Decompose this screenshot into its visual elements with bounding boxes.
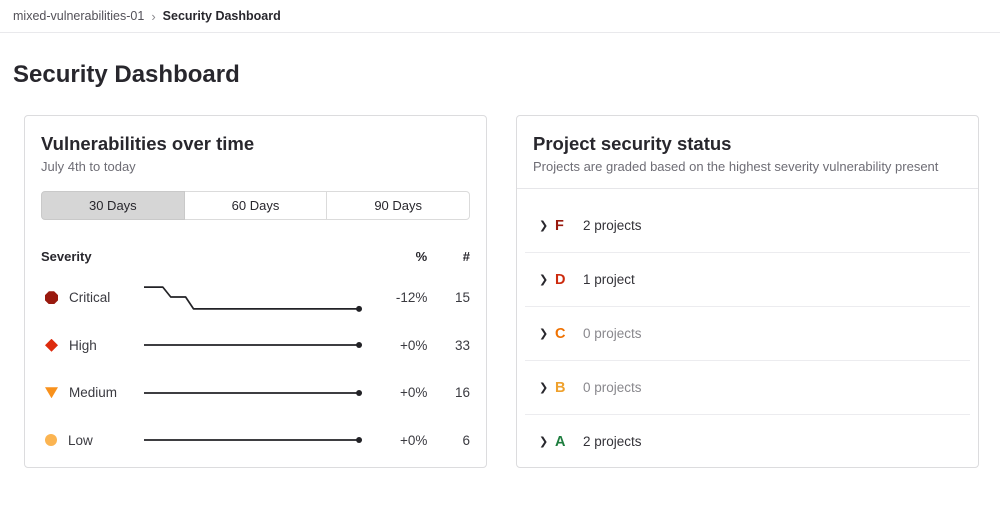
severity-label: Low (68, 432, 93, 448)
chevron-right-icon[interactable]: ❯ (539, 220, 549, 232)
status-card-title: Project security status (533, 133, 732, 154)
chevron-right-icon[interactable]: ❯ (539, 382, 549, 394)
vulnerability-count: 6 (462, 432, 470, 448)
vuln-card-date-range: July 4th to today (41, 159, 136, 174)
percent-change: +0% (400, 432, 428, 448)
severity-critical-icon (45, 291, 58, 305)
breadcrumb-separator-icon: › (151, 8, 156, 24)
grade-letter: A (555, 433, 566, 450)
percent-column-header: % (415, 248, 428, 264)
grade-letter: F (555, 217, 564, 234)
page-title: Security Dashboard (13, 61, 240, 88)
grade-project-count: 2 projects (583, 434, 642, 449)
severity-label: Medium (69, 385, 118, 401)
severity-row-high: High +0% 33 (41, 322, 470, 370)
vuln-card-title: Vulnerabilities over time (41, 133, 255, 154)
percent-change: -12% (395, 290, 428, 306)
grade-list: ❯ F 2 projects ❯ D 1 project ❯ C 0 proje… (517, 189, 978, 468)
grade-row-c[interactable]: ❯ C 0 projects (525, 306, 970, 360)
count-column-header: # (462, 248, 470, 264)
severity-high-icon (45, 338, 58, 352)
grade-letter: B (555, 379, 566, 396)
severity-label: Critical (69, 290, 111, 306)
severity-row-low: Low +0% 6 (41, 417, 470, 465)
vulnerability-count: 15 (454, 290, 470, 306)
percent-change: +0% (400, 337, 428, 353)
breadcrumb-current-page: Security Dashboard (162, 9, 281, 23)
low-trend-sparkline (143, 424, 365, 456)
severity-low-icon (45, 434, 57, 447)
status-card-header: Project security status Projects are gra… (517, 116, 978, 189)
severity-table-header: Severity % # (41, 248, 470, 264)
vulnerability-count: 33 (454, 337, 470, 353)
grade-letter: D (555, 271, 566, 288)
percent-change: +0% (400, 385, 428, 401)
chevron-right-icon[interactable]: ❯ (539, 436, 549, 448)
grade-letter: C (555, 325, 566, 342)
chevron-right-icon[interactable]: ❯ (539, 328, 549, 340)
vulnerability-count: 16 (454, 385, 470, 401)
grade-row-a[interactable]: ❯ A 2 projects (525, 414, 970, 468)
severity-row-medium: Medium +0% 16 (41, 369, 470, 417)
severity-table-body: Critical -12% 15 High +0% (41, 274, 470, 464)
tab-30-days[interactable]: 30 Days (41, 191, 185, 220)
severity-row-critical: Critical -12% 15 (41, 274, 470, 322)
grade-row-f[interactable]: ❯ F 2 projects (525, 199, 970, 252)
medium-trend-sparkline (143, 377, 365, 409)
breadcrumb-project-link[interactable]: mixed-vulnerabilities-01 (13, 9, 145, 23)
critical-trend-sparkline (143, 282, 365, 314)
day-range-tabs: 30 Days 60 Days 90 Days (41, 191, 471, 220)
grade-project-count: 0 projects (583, 380, 642, 395)
chevron-right-icon[interactable]: ❯ (539, 274, 549, 286)
grade-project-count: 1 project (583, 272, 635, 287)
status-card-subtitle: Projects are graded based on the highest… (533, 159, 939, 174)
breadcrumb: mixed-vulnerabilities-01 › Security Dash… (0, 0, 1000, 33)
high-trend-sparkline (143, 329, 365, 361)
vulnerabilities-over-time-card: Vulnerabilities over time July 4th to to… (24, 115, 487, 468)
severity-label: High (69, 337, 97, 353)
tab-60-days[interactable]: 60 Days (183, 191, 328, 220)
severity-column-header: Severity (41, 248, 92, 264)
grade-project-count: 2 projects (583, 218, 642, 233)
tab-90-days[interactable]: 90 Days (326, 191, 471, 220)
grade-row-d[interactable]: ❯ D 1 project (525, 252, 970, 306)
project-security-status-card: Project security status Projects are gra… (516, 115, 979, 468)
grade-project-count: 0 projects (583, 326, 642, 341)
grade-row-b[interactable]: ❯ B 0 projects (525, 360, 970, 414)
severity-medium-icon (45, 387, 58, 399)
